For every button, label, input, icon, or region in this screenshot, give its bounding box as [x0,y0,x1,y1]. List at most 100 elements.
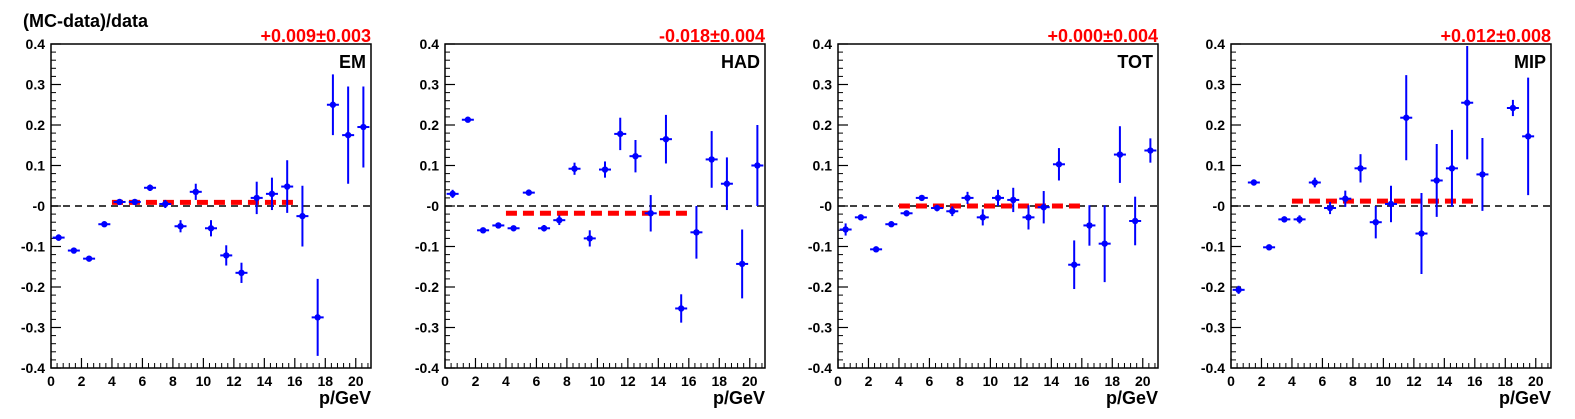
data-point [1263,244,1276,251]
fit-result-label: -0.018±0.004 [659,26,765,46]
point-marker [1086,222,1093,229]
point-marker [1131,217,1139,225]
data-point [1129,196,1142,246]
x-tick-label: 0 [441,373,449,389]
x-tick-label: 20 [348,373,364,389]
point-marker [1403,114,1410,121]
y-tick-label: 0.1 [26,158,46,174]
x-tick-label: 2 [78,373,86,389]
x-tick-label: 6 [533,373,541,389]
x-axis-label: p/GeV [713,388,765,408]
point-marker [85,255,93,262]
y-tick-label: 0.4 [1206,36,1226,52]
data-point [281,160,294,213]
data-point [1522,77,1535,196]
data-point [461,116,474,123]
data-point [553,215,566,226]
point-marker [253,194,260,202]
point-marker [1147,147,1154,154]
x-tick-label: 10 [590,373,606,389]
point-marker [479,227,487,234]
data-point [1445,129,1458,207]
y-tick-label: -0.1 [21,239,45,255]
data-point [1052,148,1065,181]
x-tick-label: 4 [108,373,116,389]
data-point [296,185,309,247]
point-marker [994,194,1002,202]
point-marker [464,116,472,123]
fit-result-label: +0.009±0.003 [261,26,371,46]
data-point [599,161,611,178]
data-point [1385,185,1397,223]
y-tick-label: -0.2 [415,279,439,295]
data-point [568,162,581,175]
x-tick-label: 0 [834,373,842,389]
data-point [720,157,733,211]
point-marker [299,212,306,220]
point-marker [101,221,108,228]
y-tick-label: -0.2 [808,279,832,295]
point-marker [540,225,548,232]
data-point [98,221,111,228]
point-marker [738,260,746,268]
point-marker [1342,195,1349,202]
y-tick-label: -0 [820,198,833,214]
x-tick-label: 2 [865,373,873,389]
data-point [659,114,672,164]
point-marker [495,222,502,229]
point-marker [1010,196,1017,204]
fit-result-label: +0.000±0.004 [1048,26,1158,46]
x-tick-label: 18 [1497,373,1513,389]
x-tick-label: 8 [563,373,571,389]
y-tick-label: -0.3 [808,320,832,336]
x-tick-label: 14 [651,373,667,389]
data-point [113,198,126,206]
point-marker [1433,177,1440,184]
data-point [931,204,944,212]
point-marker [1524,133,1532,140]
point-marker [177,223,184,230]
x-tick-label: 6 [139,373,147,389]
point-marker [1387,200,1395,208]
point-marker [708,156,715,163]
point-marker [1070,261,1078,268]
point-marker [617,130,624,138]
data-point [885,221,898,228]
data-point [629,139,642,173]
point-marker [933,204,941,212]
data-point [1415,193,1428,275]
data-point [67,247,80,254]
data-point [900,210,913,217]
point-marker [754,162,761,169]
point-marker [1296,216,1303,223]
data-point [751,125,764,206]
y-tick-label: 0.2 [26,117,46,133]
point-marker [1265,244,1273,251]
y-tick-label: -0.2 [1201,279,1225,295]
data-point [614,117,627,151]
y-tick-label: -0.4 [808,360,832,376]
data-point [946,206,959,217]
x-tick-label: 10 [1376,373,1392,389]
data-point [1354,154,1367,183]
point-marker [525,189,533,196]
point-marker [1372,219,1379,226]
data-point [1324,201,1337,215]
y-tick-label: 0.2 [420,117,440,133]
x-tick-label: 16 [681,373,697,389]
data-point [174,220,187,233]
y-tick-label: -0.4 [21,360,45,376]
y-tick-label: -0.4 [1201,360,1225,376]
point-marker [146,184,154,191]
y-tick-label: -0.3 [415,320,439,336]
data-point [736,229,749,299]
data-point [1308,177,1321,188]
y-tick-label: -0.1 [808,239,832,255]
x-tick-label: 8 [956,373,964,389]
y-tick-label: 0.1 [813,158,833,174]
data-point [144,184,157,192]
point-marker [693,229,700,236]
data-point [1461,46,1474,160]
y-tick-label: 0.4 [26,36,46,52]
data-point [1113,126,1126,183]
